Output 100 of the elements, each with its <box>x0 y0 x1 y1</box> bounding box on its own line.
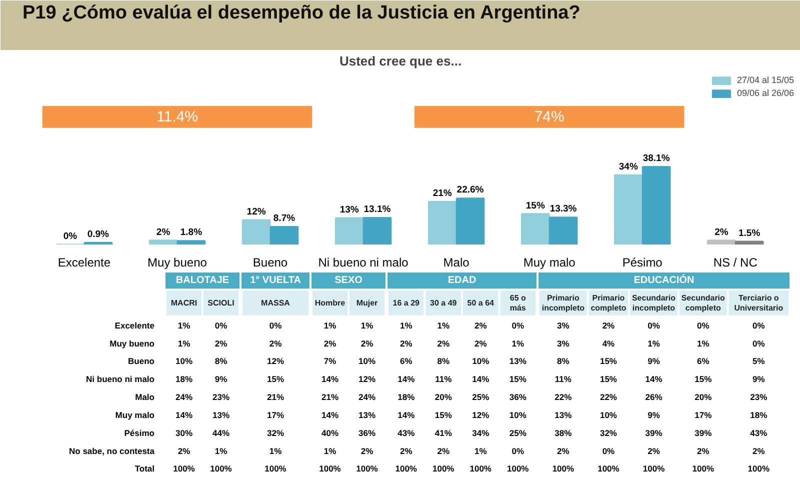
data-label: 2% <box>557 446 570 456</box>
legend-label: 27/04 al 15/05 <box>736 75 794 85</box>
data-label: 100% <box>642 464 666 474</box>
data-label: 0% <box>512 446 524 456</box>
data-label: 10% <box>472 356 490 366</box>
data-label: 1% <box>269 446 282 456</box>
chart-title: P19 ¿Cómo evalúa el desempeño de la Justicia en Argentina? <box>22 2 580 24</box>
data-label: 20% <box>694 392 712 402</box>
data-label: 1.5% <box>738 228 761 239</box>
x-tick-label: Secundario incompleto <box>632 294 676 312</box>
data-label: 23% <box>750 392 768 402</box>
data-label: 8% <box>557 356 570 366</box>
x-tick-label: Mujer <box>356 298 378 308</box>
data-label: 38.1% <box>642 153 670 164</box>
data-label: 17% <box>266 410 284 420</box>
data-label: 0% <box>63 230 78 242</box>
data-label: 39% <box>694 428 712 438</box>
data-label: 14% <box>398 410 416 420</box>
chart-title: 1° VUELTA <box>250 275 301 286</box>
data-label: 7% <box>324 356 337 366</box>
data-label: 2% <box>696 446 710 456</box>
data-label: 10% <box>509 410 527 420</box>
data-label: 10% <box>358 356 376 366</box>
data-label: 25% <box>472 392 490 402</box>
data-label: 1% <box>360 320 374 330</box>
x-tick-label: 50 a 64 <box>467 298 495 308</box>
data-label: 2% <box>360 446 374 456</box>
data-label: 9% <box>752 374 766 384</box>
data-label: 1% <box>474 446 488 456</box>
data-label: 2% <box>400 446 413 456</box>
data-label: 100% <box>356 464 378 474</box>
data-label: 3% <box>557 338 570 348</box>
data-label: 36% <box>358 428 376 438</box>
data-label: 40% <box>321 428 339 438</box>
data-label: 100% <box>319 464 342 474</box>
data-label: 100% <box>552 464 574 474</box>
data-label: 22% <box>600 392 618 402</box>
data-label: 12% <box>472 410 490 420</box>
data-label: 39% <box>645 428 663 438</box>
data-label: 13% <box>554 410 572 420</box>
data-label: 17% <box>694 410 712 420</box>
data-label: 21% <box>432 188 452 200</box>
data-label: 8% <box>437 356 450 366</box>
data-label: 12% <box>358 374 376 384</box>
data-label: 5% <box>752 356 766 366</box>
data-label: 43% <box>750 428 768 438</box>
data-label: 15% <box>600 374 618 384</box>
data-label: 2% <box>400 338 413 348</box>
data-label: 15% <box>266 374 284 384</box>
data-label: 3% <box>557 320 570 330</box>
data-label: 100% <box>264 464 287 474</box>
x-tick-label: Primario incompleto <box>542 294 585 312</box>
data-label: 2% <box>156 226 171 238</box>
data-label: 1% <box>437 320 450 330</box>
x-tick-label: Muy bueno <box>148 256 208 270</box>
data-label: 6% <box>400 356 413 366</box>
data-label: 2% <box>269 338 282 348</box>
data-label: 15% <box>434 410 452 420</box>
data-label: 6% <box>696 356 710 366</box>
data-label: 13.3% <box>550 204 578 215</box>
data-label: 22.6% <box>456 184 484 196</box>
data-label: 2% <box>648 446 660 456</box>
data-label: 10% <box>600 410 618 420</box>
data-label: 0.9% <box>87 229 110 240</box>
data-label: 12% <box>266 356 284 366</box>
data-label: 12% <box>246 206 266 218</box>
x-tick-label: Primario completo <box>590 294 626 312</box>
data-label: 38% <box>554 428 572 438</box>
data-label: 11% <box>435 374 452 384</box>
x-tick-label: Malo <box>443 256 470 270</box>
data-label: 36% <box>509 392 527 402</box>
data-label: 2% <box>714 226 729 238</box>
data-label: 24% <box>358 392 376 402</box>
chart-subtitle: Usted cree que es... <box>339 54 462 68</box>
data-label: 1% <box>324 446 337 456</box>
data-label: 8.7% <box>273 213 296 224</box>
data-label: 15% <box>600 356 618 366</box>
data-label: 2% <box>360 338 374 348</box>
data-label: 2% <box>474 320 488 330</box>
data-label: 2% <box>324 338 337 348</box>
data-label: 15% <box>694 374 712 384</box>
chart-title: SEXO <box>334 275 363 286</box>
data-label: 13% <box>358 410 376 420</box>
x-tick-label: Bueno <box>252 256 288 270</box>
data-label: 32% <box>600 428 618 438</box>
data-label: 0% <box>752 320 766 330</box>
data-label: 32% <box>266 428 284 438</box>
data-label: 20% <box>434 392 452 402</box>
data-label: 0% <box>752 338 766 348</box>
data-label: 14% <box>321 410 339 420</box>
x-tick-label: Ni bueno ni malo <box>318 256 409 270</box>
data-label: 22% <box>554 392 572 402</box>
data-label: 25% <box>509 428 527 438</box>
data-label: 2% <box>437 446 450 456</box>
data-label: 1% <box>512 338 524 348</box>
data-label: 100% <box>692 464 714 474</box>
data-label: 0% <box>512 320 524 330</box>
x-tick-label: 30 a 49 <box>430 298 458 308</box>
data-label: 14% <box>321 374 339 384</box>
data-label: 100% <box>395 464 418 474</box>
